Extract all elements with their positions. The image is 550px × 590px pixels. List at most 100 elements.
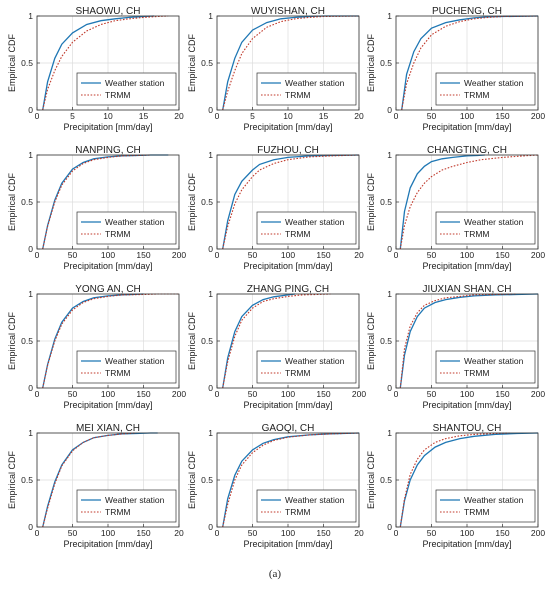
y-axis-label: Empirical CDF	[187, 451, 197, 510]
x-tick-label: 100	[101, 528, 115, 538]
x-axis-label: Precipitation [mm/day]	[422, 400, 511, 410]
chart-title: FUZHOU, CH	[257, 145, 319, 156]
series-line-trmm	[42, 154, 151, 250]
series-line-trmm	[399, 432, 510, 528]
series-line-trmm	[42, 15, 169, 111]
x-tick-label: 50	[248, 250, 258, 260]
legend-label-trmm: TRMM	[105, 507, 131, 517]
x-tick-label: 100	[460, 528, 474, 538]
y-axis-label: Empirical CDF	[366, 451, 376, 510]
series-line-weather-station	[399, 432, 539, 528]
legend-label-weather-station: Weather station	[285, 356, 345, 366]
x-tick-label: 200	[531, 389, 545, 399]
legend-label-weather-station: Weather station	[285, 217, 345, 227]
y-tick-label: 1	[387, 11, 392, 21]
y-axis-label: Empirical CDF	[366, 34, 376, 93]
chart-title: NANPING, CH	[75, 145, 141, 156]
series-line-weather-station	[399, 154, 485, 250]
chart-title: GAOQI, CH	[262, 423, 315, 434]
chart-panel-8: 0 50 100 150 200 0 0.5 1 ZHANG PING, CH Precipita…	[187, 284, 366, 410]
series-line-trmm	[222, 293, 331, 389]
x-axis-label: Precipitation [mm/day]	[243, 400, 332, 410]
x-tick-label: 0	[215, 528, 220, 538]
x-tick-label: 150	[495, 250, 509, 260]
x-tick-label: 200	[172, 250, 186, 260]
x-tick-label: 50	[68, 250, 78, 260]
legend-box	[76, 72, 177, 106]
y-tick-label: 0.5	[380, 58, 392, 68]
chart-panel-1: 0 5 10 15 20 0 0.5 1 SHAOWU, CH Precipitation [mm…	[7, 6, 184, 132]
x-tick-label: 50	[427, 528, 437, 538]
y-tick-label: 1	[387, 428, 392, 438]
x-tick-label: 15	[139, 111, 149, 121]
series-line-weather-station	[42, 293, 144, 389]
legend-box	[435, 211, 536, 245]
chart-panel-2: 0 5 10 15 20 0 0.5 1 WUYISHAN, CH Precipitation […	[187, 6, 364, 132]
legend: Weather station TRMM	[256, 211, 357, 245]
x-tick-label: 150	[316, 528, 330, 538]
y-tick-label: 1	[208, 11, 213, 21]
series-line-weather-station	[222, 432, 360, 528]
x-axis-label: Precipitation [mm/day]	[243, 261, 332, 271]
chart-title: CHANGTING, CH	[427, 145, 507, 156]
legend-label-trmm: TRMM	[105, 90, 131, 100]
y-tick-label: 0.5	[201, 336, 213, 346]
y-axis-label: Empirical CDF	[366, 173, 376, 232]
y-axis-label: Empirical CDF	[366, 312, 376, 371]
legend-label-trmm: TRMM	[464, 90, 490, 100]
chart-panel-12: 0 50 100 150 200 0 0.5 1 SHANTOU, CH Precipitatio…	[366, 423, 545, 549]
y-tick-label: 0.5	[21, 58, 33, 68]
series-line-weather-station	[222, 154, 360, 250]
x-axis-label: Precipitation [mm/day]	[63, 261, 152, 271]
x-tick-label: 0	[215, 111, 220, 121]
x-tick-label: 150	[316, 250, 330, 260]
legend-label-weather-station: Weather station	[464, 495, 524, 505]
legend: Weather station TRMM	[76, 350, 177, 384]
x-tick-label: 150	[495, 389, 509, 399]
x-tick-label: 0	[215, 389, 220, 399]
legend-label-weather-station: Weather station	[464, 217, 524, 227]
x-tick-label: 15	[319, 111, 329, 121]
y-tick-label: 0	[208, 244, 213, 254]
chart-title: PUCHENG, CH	[432, 6, 502, 17]
x-axis-label: Precipitation [mm/day]	[422, 122, 511, 132]
x-tick-label: 10	[283, 111, 293, 121]
x-tick-label: 100	[281, 389, 295, 399]
legend-label-weather-station: Weather station	[105, 356, 165, 366]
x-tick-label: 0	[35, 389, 40, 399]
y-tick-label: 0.5	[21, 197, 33, 207]
y-tick-label: 1	[208, 428, 213, 438]
legend-box	[435, 72, 536, 106]
y-axis-label: Empirical CDF	[187, 34, 197, 93]
x-tick-label: 150	[136, 389, 150, 399]
chart-panel-9: 0 50 100 150 200 0 0.5 1 JIUXIAN SHAN, CH Precipi…	[366, 284, 545, 410]
y-axis-label: Empirical CDF	[187, 312, 197, 371]
series-line-trmm	[399, 293, 517, 389]
series-line-trmm	[399, 154, 539, 250]
x-tick-label: 150	[136, 250, 150, 260]
series-line-weather-station	[42, 15, 155, 111]
y-tick-label: 1	[28, 150, 33, 160]
y-tick-label: 0.5	[201, 197, 213, 207]
x-tick-label: 50	[427, 250, 437, 260]
legend-label-trmm: TRMM	[105, 368, 131, 378]
legend-box	[435, 489, 536, 523]
series-line-trmm	[42, 293, 179, 389]
y-tick-label: 0	[208, 105, 213, 115]
figure-caption: (a)	[268, 568, 282, 580]
x-tick-label: 200	[352, 389, 366, 399]
x-tick-label: 50	[427, 389, 437, 399]
y-tick-label: 0.5	[380, 197, 392, 207]
y-tick-label: 0.5	[21, 336, 33, 346]
y-tick-label: 0.5	[201, 475, 213, 485]
legend-label-weather-station: Weather station	[105, 78, 165, 88]
legend: Weather station TRMM	[256, 489, 357, 523]
y-tick-label: 0	[28, 105, 33, 115]
chart-panel-6: 0 50 100 150 200 0 0.5 1 CHANGTING, CH Precipitat…	[366, 145, 545, 271]
legend: Weather station TRMM	[256, 350, 357, 384]
y-axis-label: Empirical CDF	[7, 451, 17, 510]
y-tick-label: 1	[387, 150, 392, 160]
series-line-trmm	[222, 15, 360, 111]
chart-title: SHAOWU, CH	[76, 6, 141, 17]
